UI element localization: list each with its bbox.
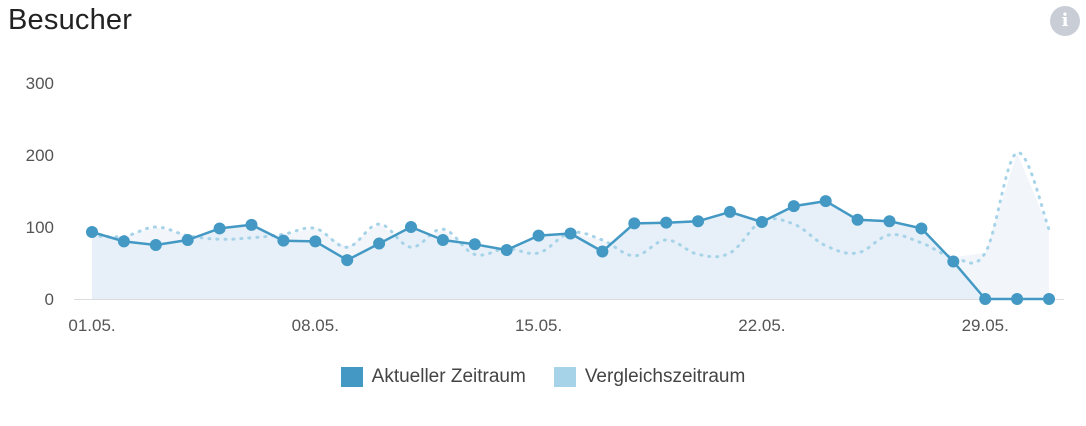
current-data-point (341, 254, 354, 267)
current-data-point (500, 244, 513, 257)
current-data-point (245, 218, 258, 231)
visitors-line-chart: 0 100 200 300 01.05. 08.05. 15.05. 22.05. 29.05. (26, 74, 1064, 335)
current-data-point (436, 233, 449, 246)
x-tick-label: 01.05. (68, 316, 115, 335)
current-data-point (883, 215, 896, 228)
current-data-point (405, 221, 417, 233)
legend-swatch-comparison (553, 367, 576, 387)
current-data-point (181, 233, 194, 246)
current-data-point (755, 215, 768, 228)
current-data-point (117, 235, 130, 248)
info-icon[interactable]: i (1050, 6, 1080, 36)
current-data-point (979, 293, 992, 305)
legend-swatch-current (340, 367, 363, 387)
current-data-point (851, 213, 864, 226)
page-title: Besucher (8, 4, 133, 36)
current-area (92, 201, 1049, 299)
current-data-point (947, 255, 960, 268)
current-data-point (819, 195, 832, 208)
current-data-point (468, 238, 481, 251)
legend-label-comparison: Vergleichszeitraum (584, 366, 746, 387)
x-tick-label: 15.05. (515, 316, 562, 335)
current-data-point (1011, 293, 1024, 305)
current-data-point (277, 234, 290, 247)
current-data-point (373, 237, 386, 250)
current-data-point (692, 215, 705, 228)
y-tick-label: 300 (26, 74, 54, 93)
x-tick-label: 22.05. (738, 316, 785, 335)
x-tick-label: 08.05. (292, 316, 339, 335)
x-tick-label: 29.05. (962, 316, 1009, 335)
y-tick-label: 0 (45, 290, 54, 309)
legend-label-current: Aktueller Zeitraum (371, 366, 526, 387)
current-data-point (149, 239, 162, 251)
current-data-point (660, 216, 673, 229)
current-data-point (309, 235, 322, 248)
current-data-point (915, 222, 928, 235)
y-tick-label: 100 (26, 218, 54, 237)
y-tick-label: 200 (26, 146, 54, 165)
current-data-point (564, 227, 577, 240)
current-data-point (213, 222, 226, 235)
current-data-point (532, 229, 545, 242)
current-data-point (628, 217, 641, 230)
current-data-point (1043, 293, 1055, 305)
current-data-point (596, 245, 609, 258)
chart-legend: Aktueller Zeitraum Vergleichszeitraum (0, 366, 1086, 388)
legend-item-current[interactable]: Aktueller Zeitraum (340, 366, 526, 388)
legend-item-comparison[interactable]: Vergleichszeitraum (553, 366, 746, 388)
current-data-point (724, 205, 736, 218)
current-data-point (86, 226, 98, 239)
current-data-point (787, 200, 800, 213)
